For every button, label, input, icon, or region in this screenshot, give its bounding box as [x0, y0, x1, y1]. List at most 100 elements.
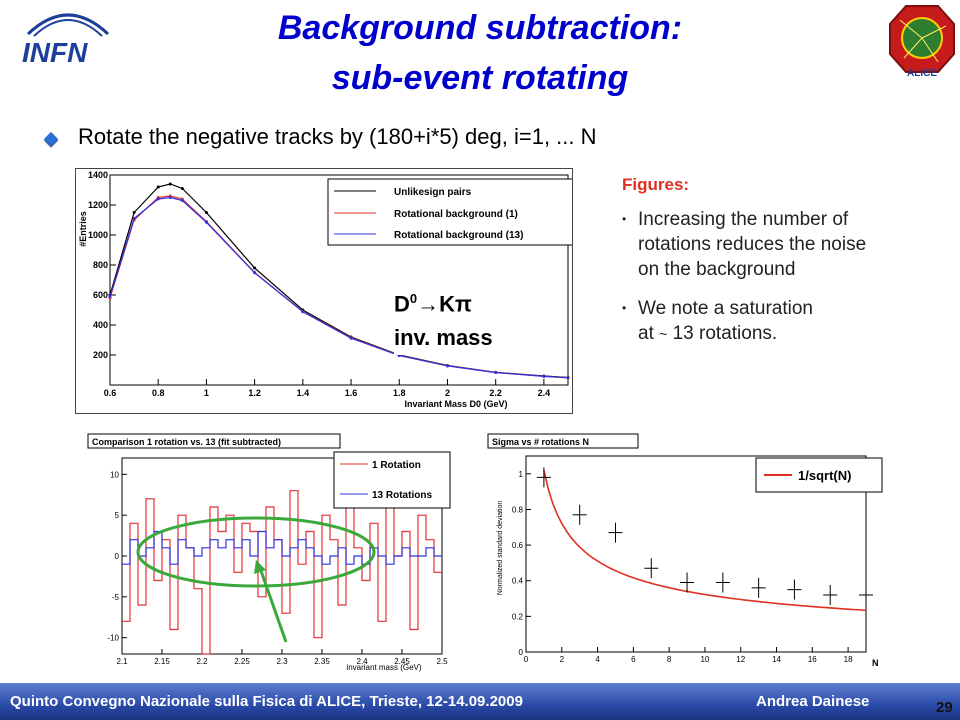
bl-title-box	[87, 433, 341, 449]
bottom-right-ylabel: Normalized standard deviation	[497, 501, 504, 596]
alice-logo-text: ALICE	[907, 68, 937, 78]
br-x-tick-label: 16	[808, 655, 817, 664]
top-series-point	[168, 196, 172, 199]
br-x-tick-label: 10	[700, 655, 709, 664]
top-y-tick-label: 1000	[88, 230, 108, 240]
bl-x-tick-label: 2.2	[196, 657, 208, 666]
bl-y-tick-label: 10	[110, 470, 119, 479]
top-y-tick-label: 400	[93, 320, 108, 330]
annotation-d: D	[394, 291, 410, 317]
bl-x-tick-label: 2.45	[394, 657, 410, 666]
side-note-text-1: Increasing the number of rotations reduc…	[638, 209, 867, 280]
side-notes-heading: Figures:	[622, 175, 690, 194]
highlight-ellipse	[136, 516, 376, 588]
infn-logo-text: INFN	[22, 37, 88, 68]
annotation-sup: 0	[409, 291, 418, 306]
legend-rot1: Rotational background (1)	[394, 209, 518, 220]
br-legend: 1/sqrt(N)	[755, 457, 883, 493]
bl-x-tick-label: 2.25	[234, 657, 250, 666]
legend-unlike: Unlikesign pairs	[394, 187, 472, 198]
side-note-text-2c: 13 rotations.	[672, 323, 778, 344]
top-plot-xlabel: Invariant Mass D0 (GeV)	[404, 399, 507, 409]
top-y-tick-label: 600	[93, 290, 108, 300]
br-x-tick-label: 6	[631, 655, 636, 664]
bl-y-tick-label: -10	[107, 634, 119, 643]
top-series-point	[349, 336, 353, 340]
bl-y-tick-label: -5	[112, 593, 120, 602]
top-series-point	[204, 220, 208, 224]
top-x-tick-label: 1.6	[345, 388, 358, 398]
top-plot-svg: 0.6 0.8 1 1.2 1.4 1.6 1.8 2 2.2 2.4 200 400 600 800 10…	[78, 170, 609, 409]
top-plot-panel: 0.6 0.8 1 1.2 1.4 1.6 1.8 2 2.2 2.4 200 400 600 800 10…	[75, 168, 609, 414]
top-series-point	[494, 371, 498, 375]
bl-legend: 1 Rotation 13 Rotations	[333, 451, 451, 509]
top-series-point	[156, 197, 160, 201]
footer-author: Andrea Dainese	[756, 693, 870, 710]
slide-title-line1: Background subtraction:	[277, 9, 683, 47]
bl-series-step	[122, 490, 442, 655]
top-series-point	[253, 266, 257, 270]
alice-logo: ALICE	[886, 2, 958, 79]
bl-legend-13: 13 Rotations	[372, 490, 432, 501]
bottom-right-plot-svg: Sigma vs # rotations N 0 2 4 6 8 10 12 14 16 18 0 0…	[487, 433, 883, 668]
bl-x-tick-label: 2.35	[314, 657, 330, 666]
bl-x-tick-label: 2.1	[116, 657, 128, 666]
br-fit-curve	[543, 470, 867, 612]
slide-title-line2: sub-event rotating	[331, 59, 629, 97]
top-plot-ylabel: #Entries	[78, 211, 88, 247]
br-x-tick-label: 8	[667, 655, 672, 664]
top-plot-annotation: D0→Kπ inv. mass	[394, 282, 493, 356]
top-x-tick-label: 1.8	[393, 388, 406, 398]
top-x-tick-label: 2	[445, 388, 450, 398]
side-note-item-2: • We note a saturation at ~ 13 rotations…	[622, 296, 942, 347]
bl-x-tick-label: 2.4	[356, 657, 368, 666]
top-series-line	[109, 196, 569, 379]
footer-event: Quinto Convegno Nazionale sulla Fisica d…	[10, 693, 523, 710]
bottom-left-xlabel: invariant mass (GeV)	[346, 663, 421, 672]
br-y-tick-label: 0.4	[512, 577, 524, 586]
bl-y-tick-label: 0	[115, 552, 120, 561]
top-series-point	[180, 199, 184, 202]
br-x-tick-label: 14	[772, 655, 781, 664]
bullet-line: Rotate the negative tracks by (180+i*5) …	[42, 120, 862, 154]
br-y-tick-label: 0.8	[512, 505, 524, 514]
top-series-point	[108, 295, 112, 298]
top-series-point	[542, 374, 546, 378]
bl-legend-1: 1 Rotation	[372, 460, 421, 471]
br-x-tick-label: 2	[560, 655, 565, 664]
bl-series-step	[122, 530, 442, 565]
bottom-left-plot-panel: Comparison 1 rotation vs. 13 (fit subtra…	[84, 432, 454, 674]
br-x-tick-label: 4	[595, 655, 600, 664]
bullet-diamond-icon	[43, 131, 59, 147]
side-note-text-2a: We note a saturation	[638, 298, 813, 319]
top-series-point	[445, 364, 449, 368]
top-y-tick-label: 1200	[88, 200, 108, 210]
br-x-tick-label: 0	[524, 655, 529, 664]
side-note-bullet-icon: •	[622, 301, 627, 315]
br-title-box	[487, 433, 639, 449]
top-x-tick-label: 1	[204, 388, 209, 398]
top-series-point	[168, 182, 172, 186]
top-x-tick-label: 2.2	[489, 388, 502, 398]
bottom-left-plot-svg: Comparison 1 rotation vs. 13 (fit subtra…	[87, 433, 451, 672]
infn-logo: INFN	[8, 4, 126, 72]
bottom-right-title: Sigma vs # rotations N	[492, 437, 589, 447]
top-y-tick-label: 200	[93, 350, 108, 360]
top-series-point	[566, 376, 570, 380]
top-y-tick-label: 1400	[88, 170, 108, 180]
highlight-arrow-head	[254, 560, 266, 574]
top-x-tick-label: 1.2	[248, 388, 261, 398]
infn-logo-graphic: INFN	[22, 13, 110, 68]
annotation-line2: inv. mass	[394, 325, 493, 351]
top-x-tick-label: 0.8	[152, 388, 165, 398]
top-series-point	[253, 271, 257, 275]
alice-logo-graphic: ALICE	[889, 5, 955, 79]
highlight-arrow	[258, 567, 288, 643]
br-y-tick-label: 0	[519, 648, 524, 657]
side-note-text-2b: at	[638, 323, 654, 344]
top-y-tick-label: 800	[93, 260, 108, 270]
annotation-kpi: Kπ	[439, 291, 472, 317]
bottom-right-xlabel: N	[872, 658, 879, 668]
br-y-tick-label: 0.6	[512, 541, 524, 550]
side-note-item-1: • Increasing the number of rotations red…	[622, 207, 942, 282]
